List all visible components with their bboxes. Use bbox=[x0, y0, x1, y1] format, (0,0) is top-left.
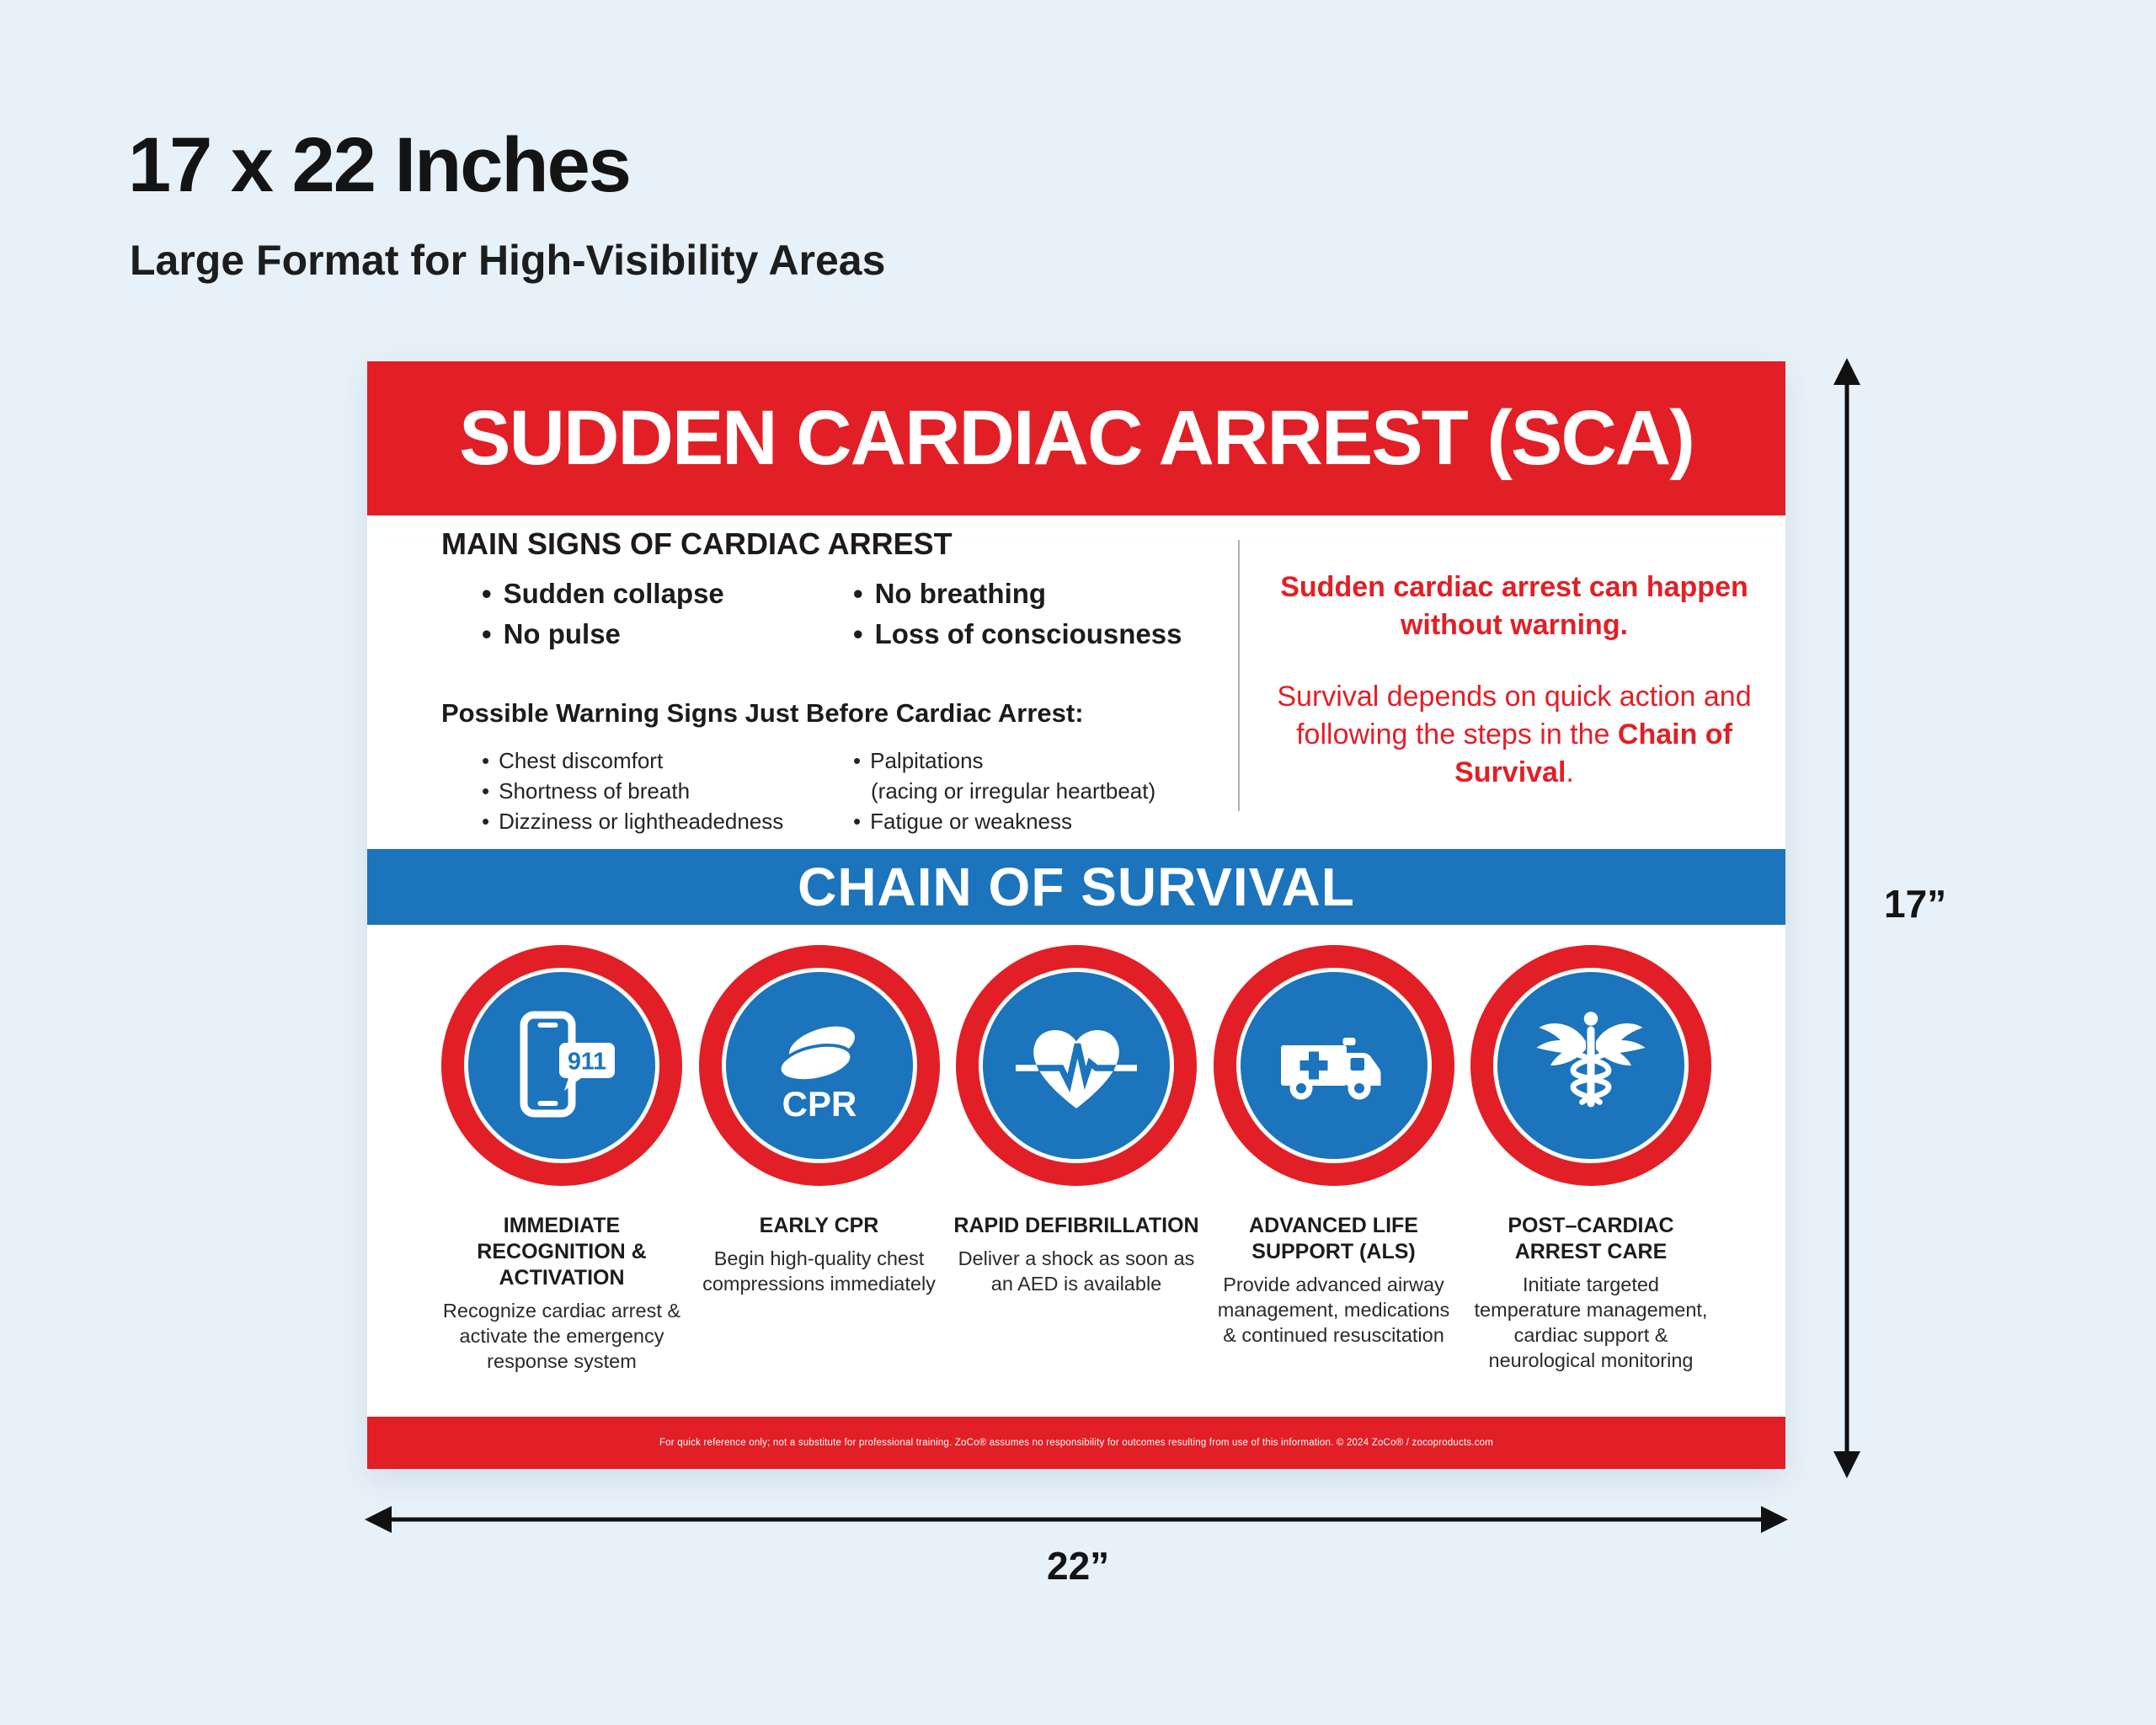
chain-step: RAPID DEFIBRILLATION Deliver a shock as … bbox=[953, 945, 1199, 1374]
chain-step-circle: 911 bbox=[441, 945, 682, 1186]
chain-step-desc: Recognize cardiac arrest & activate the … bbox=[442, 1300, 681, 1372]
poster-footer-band: For quick reference only; not a substitu… bbox=[367, 1417, 1785, 1469]
size-subheading: Large Format for High-Visibility Areas bbox=[130, 237, 886, 284]
chain-step-title: ADVANCED LIFE SUPPORT (ALS) bbox=[1249, 1214, 1418, 1263]
list-item: No breathing bbox=[853, 574, 1182, 614]
heart-ekg-icon bbox=[1016, 1030, 1137, 1108]
chain-step-circle bbox=[1470, 945, 1711, 1186]
chain-step-circle bbox=[956, 945, 1197, 1186]
warning-signs-col1: Chest discomfort Shortness of breath Diz… bbox=[482, 745, 783, 836]
poster-title-band: SUDDEN CARDIAC ARREST (SCA) bbox=[367, 361, 1785, 515]
chain-step-desc: Initiate targeted temperature management… bbox=[1474, 1274, 1708, 1371]
list-item-sub: (racing or irregular heartbeat) bbox=[871, 778, 1156, 804]
width-dimension-label: 22” bbox=[1047, 1544, 1110, 1588]
poster-title: SUDDEN CARDIAC ARREST (SCA) bbox=[459, 395, 1695, 481]
list-item: Shortness of breath bbox=[482, 776, 783, 806]
chain-step: ADVANCED LIFE SUPPORT (ALS) Provide adva… bbox=[1211, 945, 1457, 1374]
main-signs-heading: MAIN SIGNS OF CARDIAC ARREST bbox=[441, 526, 953, 561]
callout-body-suffix: . bbox=[1566, 756, 1574, 788]
vertical-divider bbox=[1238, 540, 1240, 811]
chain-step: 911 IMMEDIATE RECOGNITION & ACTIVATION R… bbox=[439, 945, 685, 1374]
phone-911-label: 911 bbox=[568, 1049, 606, 1076]
chain-step: CPR EARLY CPR Begin high-quality chest c… bbox=[696, 945, 942, 1374]
disclaimer-text: For quick reference only; not a substitu… bbox=[659, 1438, 1494, 1448]
chain-step-disc bbox=[1235, 968, 1432, 1163]
chain-step-circle: CPR bbox=[698, 945, 940, 1186]
warning-signs-heading: Possible Warning Signs Just Before Cardi… bbox=[441, 698, 1084, 728]
callout-body-bold: Chain of Survival bbox=[1454, 718, 1732, 788]
sca-poster: SUDDEN CARDIAC ARREST (SCA) MAIN SIGNS O… bbox=[367, 361, 1785, 1469]
warning-callout: Sudden cardiac arrest can happen without… bbox=[1268, 569, 1760, 792]
chain-step-title: IMMEDIATE RECOGNITION & ACTIVATION bbox=[477, 1214, 647, 1290]
cpr-hands-icon: CPR bbox=[777, 1026, 857, 1124]
width-dimension-arrow bbox=[365, 1506, 1788, 1533]
chain-step-title: POST–CARDIAC ARREST CARE bbox=[1508, 1214, 1674, 1263]
list-item: No pulse bbox=[482, 614, 724, 654]
chain-step-desc: Provide advanced airway management, medi… bbox=[1217, 1274, 1450, 1346]
size-heading: 17 x 22 Inches bbox=[128, 122, 632, 208]
list-item: Dizziness or lightheadedness bbox=[482, 806, 783, 836]
main-signs-col1: Sudden collapse No pulse bbox=[482, 574, 724, 654]
chain-step-disc: 911 bbox=[464, 968, 659, 1163]
chain-step-circle bbox=[1213, 945, 1454, 1186]
ambulance-icon bbox=[1280, 1038, 1380, 1100]
main-signs-col2: No breathing Loss of consciousness bbox=[853, 574, 1182, 654]
phone-911-icon: 911 bbox=[520, 1011, 615, 1118]
list-item: Loss of consciousness bbox=[853, 614, 1182, 654]
chain-step-title: EARLY CPR bbox=[759, 1214, 879, 1237]
chain-step-title: RAPID DEFIBRILLATION bbox=[953, 1214, 1199, 1237]
chain-step-desc: Begin high-quality chest compressions im… bbox=[702, 1247, 936, 1295]
callout-body: Survival depends on quick action and fol… bbox=[1268, 678, 1760, 792]
height-dimension-label: 17” bbox=[1884, 882, 1947, 926]
warning-signs-col2: Palpitations (racing or irregular heartb… bbox=[853, 745, 1155, 836]
list-item: Sudden collapse bbox=[482, 574, 724, 614]
chain-of-survival-band: CHAIN OF SURVIVAL bbox=[367, 849, 1785, 925]
cpr-label: CPR bbox=[782, 1084, 857, 1124]
list-item: Palpitations bbox=[853, 745, 1155, 776]
caduceus-icon bbox=[1536, 1012, 1646, 1108]
chain-step-disc: CPR bbox=[721, 968, 917, 1163]
chain-steps-row: 911 IMMEDIATE RECOGNITION & ACTIVATION R… bbox=[439, 945, 1714, 1374]
height-dimension-arrow bbox=[1833, 358, 1860, 1478]
chain-of-survival-title: CHAIN OF SURVIVAL bbox=[798, 857, 1355, 917]
chain-step-disc bbox=[979, 968, 1174, 1163]
list-item: Fatigue or weakness bbox=[853, 806, 1155, 836]
chain-step-disc bbox=[1493, 968, 1689, 1163]
callout-body-text: Survival depends on quick action and fol… bbox=[1277, 681, 1752, 750]
callout-headline: Sudden cardiac arrest can happen without… bbox=[1280, 571, 1748, 641]
chain-step: POST–CARDIAC ARREST CARE Initiate target… bbox=[1468, 945, 1714, 1374]
chain-step-desc: Deliver a shock as soon as an AED is ava… bbox=[958, 1247, 1195, 1295]
list-item: Chest discomfort bbox=[482, 745, 783, 776]
